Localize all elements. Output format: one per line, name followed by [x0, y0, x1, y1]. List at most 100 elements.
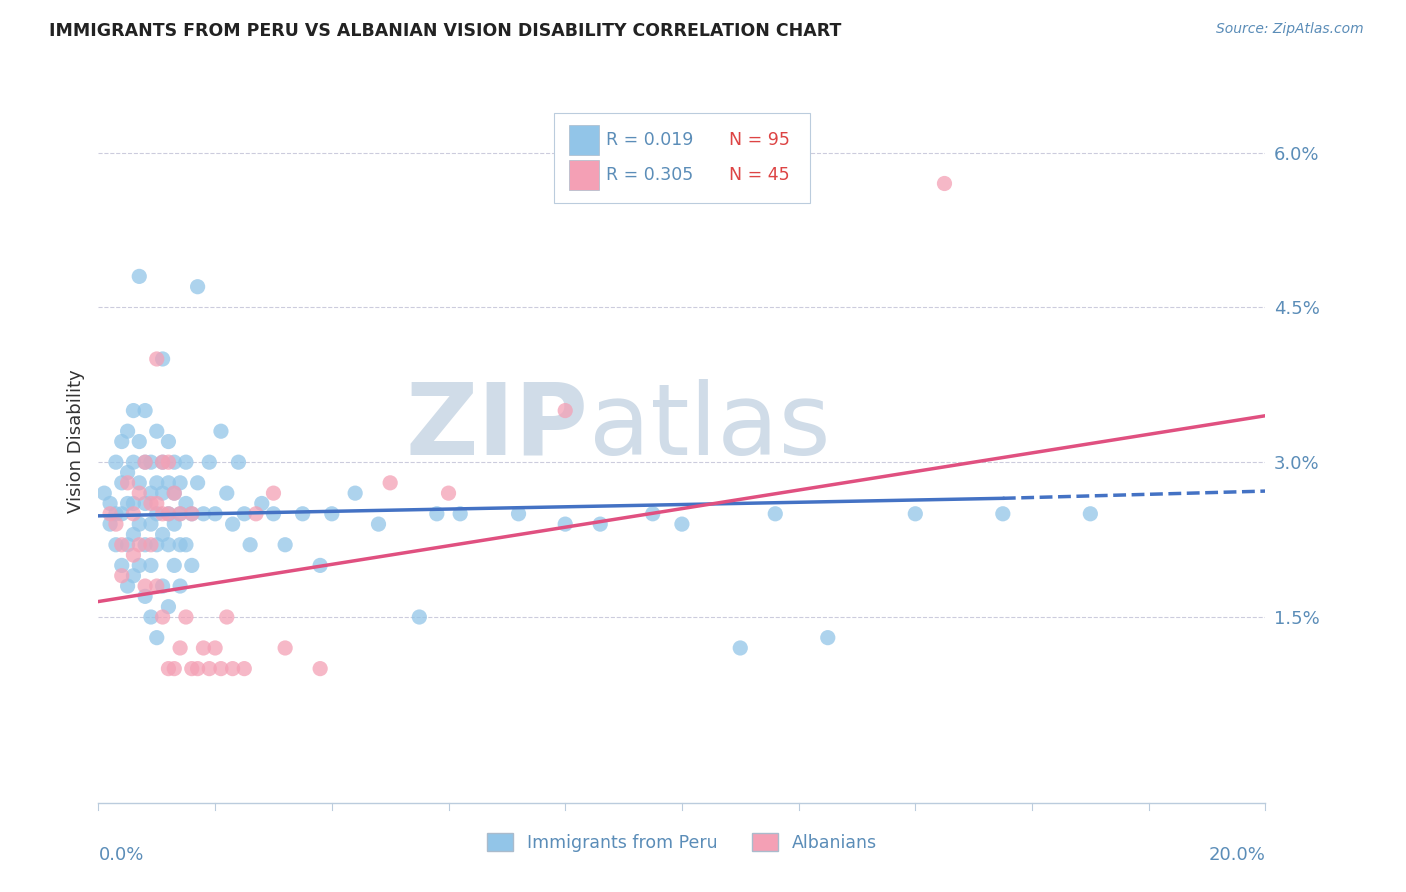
Text: IMMIGRANTS FROM PERU VS ALBANIAN VISION DISABILITY CORRELATION CHART: IMMIGRANTS FROM PERU VS ALBANIAN VISION …: [49, 22, 842, 40]
Point: [169, 579, 191, 593]
Point: [180, 558, 202, 573]
Point: [122, 548, 145, 562]
Legend: Immigrants from Peru, Albanians: Immigrants from Peru, Albanians: [479, 827, 884, 859]
Point: [163, 662, 186, 676]
Point: [122, 527, 145, 541]
Point: [157, 662, 180, 676]
Point: [128, 538, 150, 552]
Point: [128, 269, 150, 284]
Point: [163, 517, 186, 532]
Point: [117, 466, 139, 480]
Point: [111, 568, 134, 582]
Point: [157, 455, 180, 469]
Point: [139, 610, 162, 624]
Point: [209, 424, 232, 438]
Point: [139, 486, 162, 500]
Point: [274, 538, 297, 552]
Point: [174, 496, 197, 510]
Point: [163, 558, 186, 573]
Point: [215, 486, 238, 500]
Point: [134, 579, 156, 593]
Point: [134, 590, 156, 604]
Point: [117, 579, 139, 593]
Text: R = 0.019: R = 0.019: [606, 131, 693, 149]
Text: 20.0%: 20.0%: [1209, 847, 1265, 864]
Point: [245, 507, 267, 521]
Point: [134, 496, 156, 510]
Point: [152, 455, 174, 469]
Point: [128, 475, 150, 490]
Point: [146, 496, 169, 510]
Point: [817, 631, 839, 645]
Point: [291, 507, 314, 521]
Point: [180, 662, 202, 676]
Text: R = 0.305: R = 0.305: [606, 166, 693, 184]
Point: [437, 486, 460, 500]
Point: [589, 517, 612, 532]
Point: [104, 507, 127, 521]
Point: [152, 579, 174, 593]
Point: [180, 507, 202, 521]
Point: [554, 517, 576, 532]
Text: N = 45: N = 45: [728, 166, 789, 184]
Point: [111, 558, 134, 573]
Point: [262, 507, 284, 521]
Point: [152, 610, 174, 624]
Point: [139, 496, 162, 510]
Point: [198, 455, 221, 469]
Point: [146, 424, 169, 438]
FancyBboxPatch shape: [568, 160, 599, 190]
Point: [174, 455, 197, 469]
Point: [111, 538, 134, 552]
Point: [163, 486, 186, 500]
Point: [157, 599, 180, 614]
Point: [152, 527, 174, 541]
Point: [321, 507, 343, 521]
Point: [128, 434, 150, 449]
Point: [122, 507, 145, 521]
Point: [93, 486, 115, 500]
Point: [117, 424, 139, 438]
Point: [98, 517, 121, 532]
Point: [671, 517, 693, 532]
Y-axis label: Vision Disability: Vision Disability: [66, 369, 84, 514]
Point: [174, 610, 197, 624]
Point: [169, 507, 191, 521]
Point: [187, 279, 209, 293]
Point: [233, 507, 256, 521]
Point: [221, 517, 243, 532]
Point: [262, 486, 284, 500]
Point: [122, 568, 145, 582]
Point: [221, 662, 243, 676]
Point: [1080, 507, 1102, 521]
Point: [128, 486, 150, 500]
Text: atlas: atlas: [589, 378, 830, 475]
Point: [152, 486, 174, 500]
Point: [134, 403, 156, 417]
Point: [122, 403, 145, 417]
Point: [209, 662, 232, 676]
FancyBboxPatch shape: [568, 125, 599, 155]
Point: [146, 475, 169, 490]
Text: 0.0%: 0.0%: [98, 847, 143, 864]
Point: [228, 455, 250, 469]
Point: [152, 507, 174, 521]
Point: [408, 610, 430, 624]
Point: [198, 662, 221, 676]
Point: [904, 507, 927, 521]
Point: [139, 517, 162, 532]
Point: [309, 558, 332, 573]
Point: [250, 496, 273, 510]
Point: [233, 662, 256, 676]
Point: [641, 507, 664, 521]
Point: [134, 455, 156, 469]
Text: ZIP: ZIP: [406, 378, 589, 475]
Point: [163, 486, 186, 500]
Point: [157, 507, 180, 521]
Point: [204, 507, 226, 521]
Point: [991, 507, 1014, 521]
FancyBboxPatch shape: [554, 112, 810, 203]
Point: [134, 538, 156, 552]
Point: [122, 455, 145, 469]
Point: [187, 475, 209, 490]
